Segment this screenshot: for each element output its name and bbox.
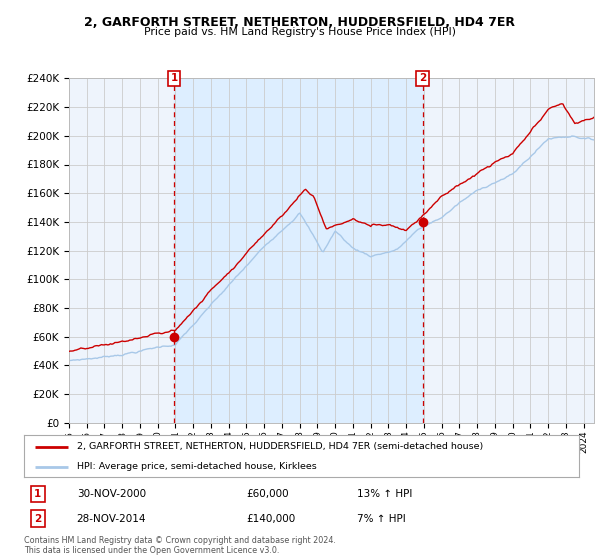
Text: 2, GARFORTH STREET, NETHERTON, HUDDERSFIELD, HD4 7ER (semi-detached house): 2, GARFORTH STREET, NETHERTON, HUDDERSFI…	[77, 442, 483, 451]
Text: 1: 1	[34, 489, 41, 499]
Text: 1: 1	[170, 73, 178, 83]
Text: 7% ↑ HPI: 7% ↑ HPI	[357, 514, 406, 524]
Bar	[174, 78, 422, 423]
Text: 30-NOV-2000: 30-NOV-2000	[77, 489, 146, 499]
Text: Price paid vs. HM Land Registry's House Price Index (HPI): Price paid vs. HM Land Registry's House …	[144, 27, 456, 37]
Text: £60,000: £60,000	[246, 489, 289, 499]
Text: 28-NOV-2014: 28-NOV-2014	[77, 514, 146, 524]
Text: HPI: Average price, semi-detached house, Kirklees: HPI: Average price, semi-detached house,…	[77, 462, 316, 471]
Text: This data is licensed under the Open Government Licence v3.0.: This data is licensed under the Open Gov…	[24, 546, 280, 555]
Text: Contains HM Land Registry data © Crown copyright and database right 2024.: Contains HM Land Registry data © Crown c…	[24, 536, 336, 545]
Text: £140,000: £140,000	[246, 514, 295, 524]
Text: 13% ↑ HPI: 13% ↑ HPI	[357, 489, 412, 499]
Text: 2: 2	[419, 73, 426, 83]
Text: 2: 2	[34, 514, 41, 524]
Text: 2, GARFORTH STREET, NETHERTON, HUDDERSFIELD, HD4 7ER: 2, GARFORTH STREET, NETHERTON, HUDDERSFI…	[85, 16, 515, 29]
